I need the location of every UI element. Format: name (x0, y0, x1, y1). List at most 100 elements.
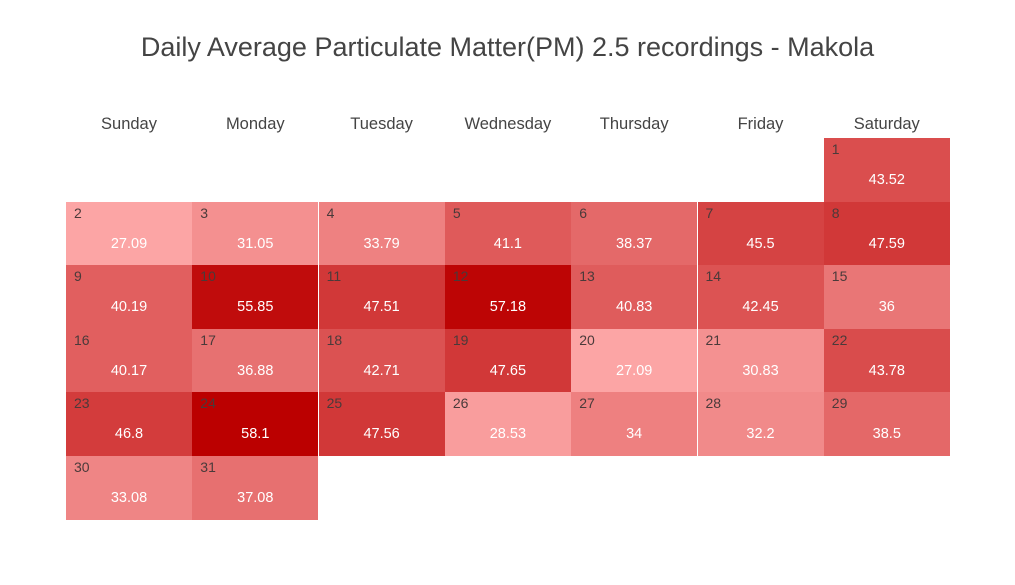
cell-value-label: 43.78 (868, 362, 905, 379)
cell-value-label: 27.09 (110, 235, 148, 252)
chart-title: Daily Average Particulate Matter(PM) 2.5… (140, 32, 875, 62)
heatmap-cell-day-20: 20 27.09 (571, 328, 698, 393)
cell-value-label: 47.51 (363, 299, 400, 316)
cell-value-label: 36.88 (237, 362, 274, 379)
weekday-header-sunday: Sunday (101, 115, 157, 133)
heatmap-cell-day-26: 26 28.53 (444, 392, 571, 456)
heatmap-cell-day-23: 23 46.8 (66, 392, 192, 456)
cell-value-label: 55.85 (237, 299, 274, 316)
cell-day-number: 27 (579, 395, 595, 412)
heatmap-cell-day-10: 10 55.85 (192, 265, 319, 329)
cell-value-label: 33.79 (363, 235, 400, 252)
weekday-header-friday: Friday (737, 115, 784, 133)
cell-day-number: 2 (74, 204, 82, 221)
cell-value-label: 43.52 (868, 172, 905, 188)
heatmap-cell-day-15: 15 36 (823, 265, 950, 329)
weekday-header-wednesday: Wednesday (464, 115, 552, 133)
cell-day-number: 21 (705, 331, 722, 348)
heatmap-cell-day-16: 16 40.17 (66, 328, 192, 393)
weekday-header-monday: Monday (225, 115, 285, 133)
cell-day-number: 5 (452, 204, 461, 221)
cell-value-label: 58.1 (241, 426, 270, 443)
heatmap-cell-day-2: 2 27.09 (66, 201, 192, 266)
heatmap-cell-day-13: 13 40.83 (571, 265, 698, 329)
cell-value-label: 47.65 (489, 362, 527, 379)
heatmap-cell-day-6: 6 38.37 (571, 201, 698, 266)
heatmap-cell-day-28: 28 32.2 (697, 392, 824, 456)
cell-day-number: 10 (200, 268, 216, 285)
cell-value-label: 47.59 (868, 235, 905, 252)
cell-day-number: 20 (579, 331, 595, 348)
cell-value-label: 34 (626, 426, 643, 443)
cell-value-label: 36 (878, 299, 895, 316)
heatmap-cell-day-3: 3 31.05 (192, 201, 319, 266)
heatmap-cell-day-24: 24 58.1 (192, 392, 319, 456)
heatmap-cell-day-31: 31 37.08 (192, 456, 319, 520)
heatmap-cell-day-17: 17 36.88 (192, 328, 319, 393)
cell-value-label: 40.83 (616, 299, 653, 316)
cell-day-number: 13 (579, 268, 595, 285)
weekday-header-tuesday: Tuesday (350, 115, 413, 133)
heatmap-cell-day-1: 1 43.52 (823, 138, 950, 202)
cell-day-number: 14 (705, 268, 722, 285)
heatmap-cell-day-11: 11 47.51 (318, 265, 445, 329)
heatmap-cell-day-12: 12 57.18 (444, 265, 571, 329)
cell-value-label: 28.53 (489, 426, 527, 443)
heatmap-cell-day-7: 7 45.5 (697, 201, 824, 266)
cell-value-label: 46.8 (114, 426, 144, 443)
cell-value-label: 40.19 (110, 299, 148, 316)
cell-day-number: 17 (200, 331, 216, 348)
cell-value-label: 30.83 (742, 362, 779, 379)
cell-day-number: 8 (831, 204, 840, 221)
cell-value-label: 42.45 (742, 299, 779, 316)
cell-value-label: 38.37 (616, 235, 653, 252)
cell-value-label: 57.18 (489, 299, 527, 316)
cell-day-number: 30 (74, 459, 90, 475)
cell-day-number: 26 (452, 395, 469, 412)
cell-day-number: 4 (326, 204, 335, 221)
cell-day-number: 16 (74, 331, 90, 348)
cell-value-label: 33.08 (110, 490, 148, 506)
heatmap-cell-day-8: 8 47.59 (823, 201, 950, 266)
cell-value-label: 32.2 (746, 426, 775, 443)
cell-value-label: 45.5 (746, 235, 775, 252)
heatmap-cell-day-21: 21 30.83 (697, 328, 824, 393)
heatmap-cell-day-9: 9 40.19 (66, 265, 192, 329)
cell-value-label: 47.56 (363, 426, 400, 443)
cell-day-number: 31 (200, 459, 216, 475)
heatmap-cell-day-14: 14 42.45 (697, 265, 824, 329)
cell-day-number: 7 (705, 204, 714, 221)
cell-value-label: 31.05 (237, 235, 274, 252)
cell-day-number: 11 (326, 268, 342, 285)
cell-day-number: 15 (831, 268, 848, 285)
heatmap-cell-day-29: 29 38.5 (823, 392, 950, 456)
heatmap-cell-day-5: 5 41.1 (444, 201, 571, 266)
cell-value-label: 27.09 (616, 362, 653, 379)
weekday-header-saturday: Saturday (853, 115, 920, 133)
cell-day-number: 28 (705, 395, 722, 412)
cell-value-label: 38.5 (872, 426, 901, 443)
cell-value-label: 41.1 (493, 235, 522, 252)
cell-day-number: 9 (74, 268, 82, 285)
heatmap-cell-day-4: 4 33.79 (318, 201, 445, 266)
cell-day-number: 12 (452, 268, 469, 285)
cell-day-number: 22 (831, 331, 848, 348)
cell-day-number: 1 (831, 141, 840, 157)
weekday-header-thursday: Thursday (599, 115, 669, 133)
heatmap-cell-day-27: 27 34 (571, 392, 698, 456)
cell-day-number: 3 (200, 204, 209, 221)
cell-value-label: 37.08 (237, 490, 274, 506)
heatmap-cell-day-18: 18 42.71 (318, 328, 445, 393)
cell-day-number: 18 (326, 331, 343, 348)
cell-value-label: 40.17 (110, 362, 148, 379)
heatmap-cell-day-19: 19 47.65 (444, 328, 571, 393)
cell-day-number: 29 (831, 395, 848, 412)
heatmap-cell-day-30: 30 33.08 (66, 456, 192, 520)
heatmap-cell-day-25: 25 47.56 (318, 392, 445, 456)
cell-day-number: 6 (579, 204, 587, 221)
cell-day-number: 24 (200, 395, 216, 412)
heatmap-cell-day-22: 22 43.78 (823, 328, 950, 393)
cell-day-number: 25 (326, 395, 343, 412)
cell-day-number: 23 (74, 395, 90, 412)
cell-day-number: 19 (452, 331, 469, 348)
